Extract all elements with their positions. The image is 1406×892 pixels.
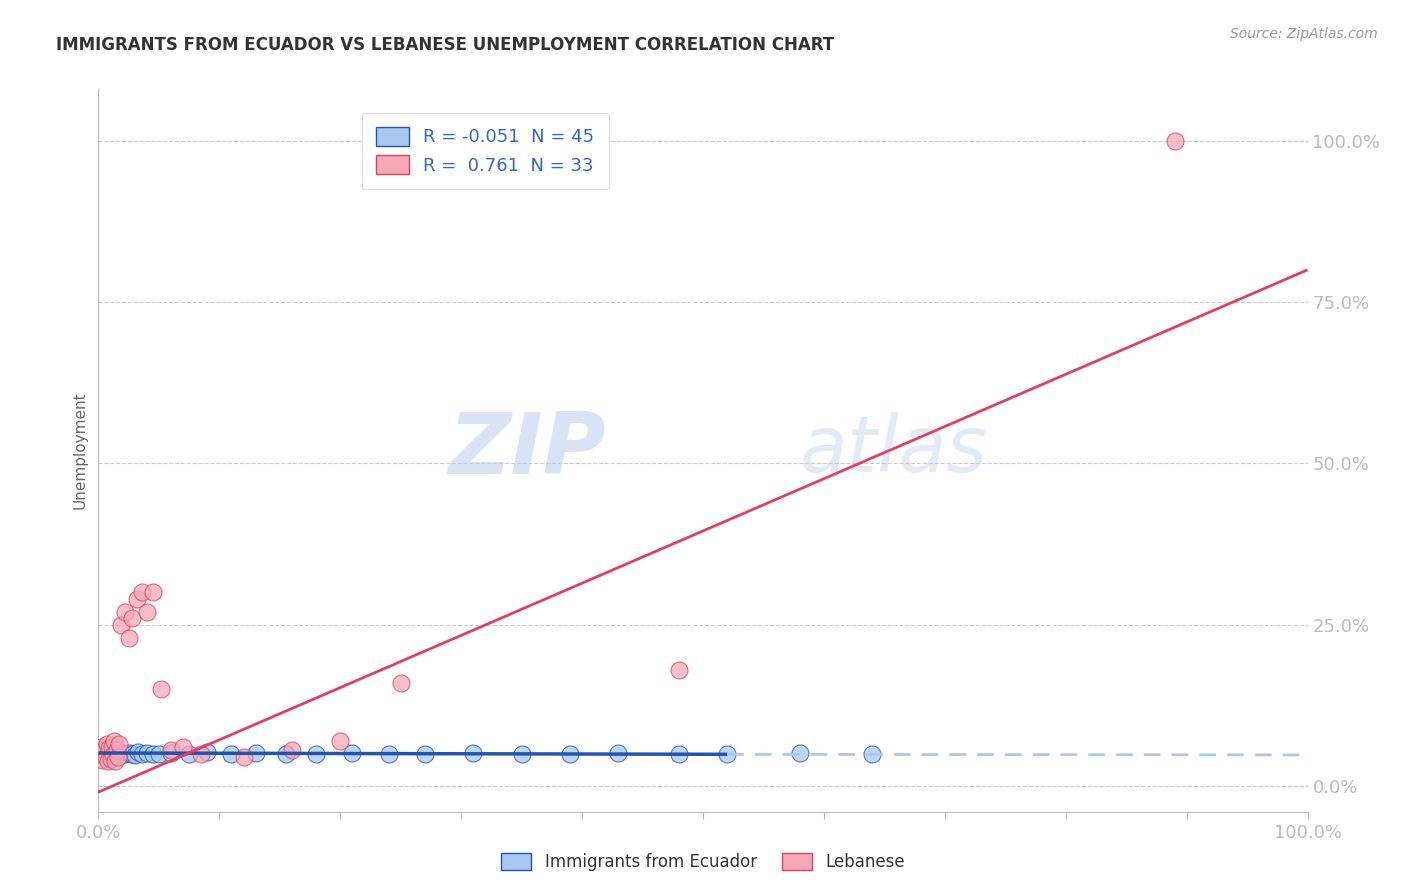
Point [131,747,153,762]
Point [103,745,125,759]
Point [105,743,128,757]
Point [100,740,122,755]
Point [389,675,412,690]
Point [221,747,243,762]
Point [135,605,157,619]
Point [160,746,183,760]
Point [558,747,581,762]
Point [607,746,630,760]
Point [98,741,121,756]
Legend: R = -0.051  N = 45, R =  0.761  N = 33: R = -0.051 N = 45, R = 0.761 N = 33 [361,112,609,189]
Point [413,747,436,762]
Point [510,747,533,761]
Point [463,746,485,760]
Legend: Immigrants from Ecuador, Lebanese: Immigrants from Ecuador, Lebanese [494,845,912,880]
Point [114,605,136,619]
Point [108,747,131,762]
Point [110,617,132,632]
Point [142,747,165,761]
Point [104,755,127,769]
Point [135,746,157,760]
Point [377,747,399,761]
Point [111,747,134,761]
Point [179,747,201,761]
Point [97,746,120,760]
Point [101,747,124,762]
Point [114,747,136,762]
Point [342,746,364,760]
Point [105,746,128,760]
Point [150,682,173,697]
Point [274,747,297,761]
Point [121,611,143,625]
Point [121,747,143,761]
Point [108,745,131,759]
Point [118,746,141,760]
Point [127,745,149,759]
Point [103,733,125,747]
Point [108,737,131,751]
Text: atlas: atlas [800,412,987,489]
Point [90,740,112,755]
Point [97,755,120,769]
Point [190,747,212,761]
Point [232,750,254,764]
Point [107,750,129,764]
Text: ZIP: ZIP [449,409,606,492]
Point [94,744,117,758]
Point [195,745,218,759]
Point [91,745,114,759]
Point [98,748,121,763]
Text: IMMIGRANTS FROM ECUADOR VS LEBANESE UNEMPLOYMENT CORRELATION CHART: IMMIGRANTS FROM ECUADOR VS LEBANESE UNEM… [56,36,834,54]
Point [93,743,115,757]
Point [148,747,170,762]
Point [94,750,117,764]
Point [172,740,194,755]
Point [93,749,115,764]
Point [100,747,122,761]
Text: Source: ZipAtlas.com: Source: ZipAtlas.com [1230,27,1378,41]
Point [860,747,883,761]
Point [124,747,146,762]
Point [131,585,153,599]
Point [100,752,122,766]
Point [107,747,129,761]
Point [142,585,165,599]
Point [668,663,690,677]
Point [329,733,352,747]
Point [245,746,267,760]
Point [789,746,811,760]
Point [96,747,118,762]
Point [91,747,114,762]
Point [127,591,149,606]
Point [716,747,738,762]
Point [104,747,127,762]
Point [96,737,118,751]
Point [118,631,141,645]
Y-axis label: Unemployment: Unemployment [72,392,87,509]
Point [305,747,328,762]
Point [91,753,114,767]
Point [160,743,183,757]
Point [668,747,690,761]
Point [1163,134,1185,148]
Point [100,745,122,759]
Point [90,747,112,761]
Point [281,743,304,757]
Point [101,747,124,762]
